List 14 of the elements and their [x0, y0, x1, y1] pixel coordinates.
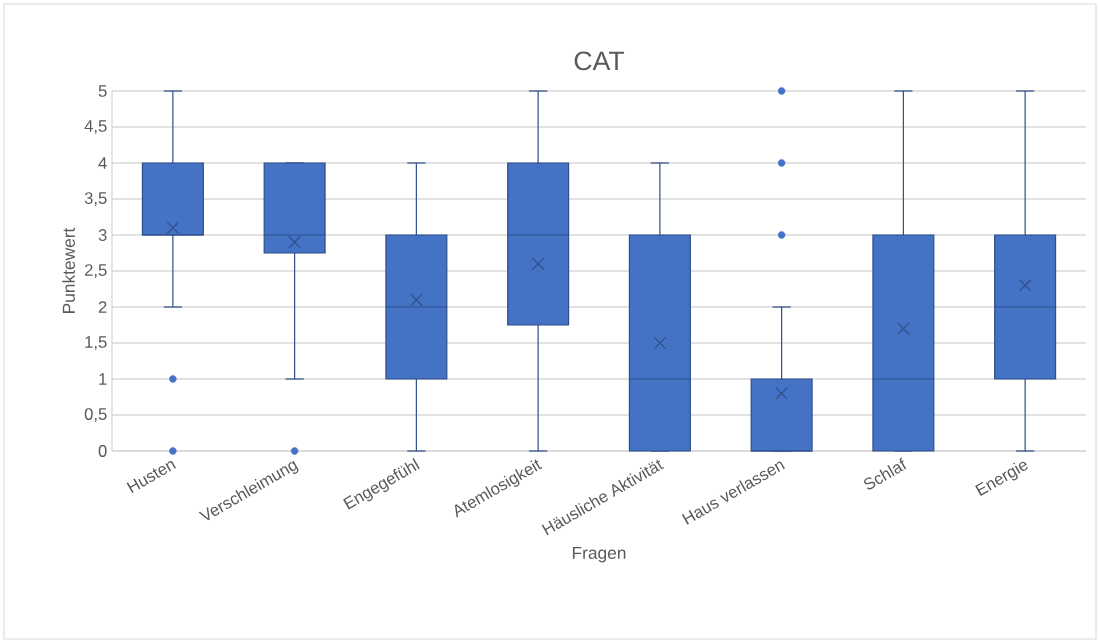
y-tick-label: 4,5	[84, 120, 107, 134]
chart-title: CAT	[574, 51, 625, 71]
y-tick-label: 0,5	[84, 408, 107, 422]
y-tick-label: 3,5	[84, 192, 107, 206]
x-axis-title: Fragen	[572, 546, 626, 563]
y-tick-label: 3	[98, 229, 107, 241]
y-tick-label: 0	[98, 445, 107, 457]
y-tick-label: 2	[98, 301, 107, 313]
y-tick-label: 1	[99, 373, 107, 385]
y-tick-label: 2,5	[84, 264, 107, 278]
y-axis-title: Punktewert	[62, 227, 75, 313]
y-tick-label: 4	[98, 157, 107, 169]
y-tick-label: 1,5	[85, 336, 107, 350]
y-tick-label: 5	[98, 85, 107, 97]
